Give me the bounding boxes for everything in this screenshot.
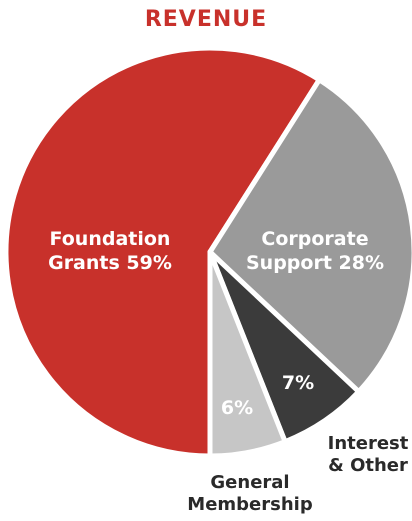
pie-labels: Foundation Grants 59% Corporate Support 28%… — [48, 228, 409, 515]
slice-label-line: Foundation — [50, 228, 171, 250]
slice-label-1: Foundation Grants 59% — [48, 228, 172, 274]
pie-slice-1 — [3, 45, 322, 459]
slice-outer-label-4: General Membership — [187, 472, 313, 515]
chart-title: REVENUE — [145, 7, 267, 32]
slice-outer-label-3: Interest & Other — [328, 433, 409, 476]
pie-slice-4 — [207, 249, 288, 459]
slice-label-line: 6% — [221, 397, 253, 419]
slice-label-line: Grants 59% — [48, 252, 172, 274]
slice-label-3: 7% — [282, 372, 314, 394]
slice-label-4: 6% — [221, 397, 253, 419]
slice-label-line: 7% — [282, 372, 314, 394]
slice-label-2: Corporate Support 28% — [246, 228, 384, 274]
slice-label-line: Corporate — [261, 228, 368, 250]
pie-slice-2 — [207, 77, 412, 395]
slice-label-line: Support 28% — [246, 252, 384, 274]
outer-label-line: Interest — [328, 433, 409, 454]
pie-slices — [3, 45, 412, 459]
outer-label-line: & Other — [328, 455, 408, 476]
outer-label-line: Membership — [187, 494, 313, 515]
outer-label-line: General — [210, 472, 289, 493]
